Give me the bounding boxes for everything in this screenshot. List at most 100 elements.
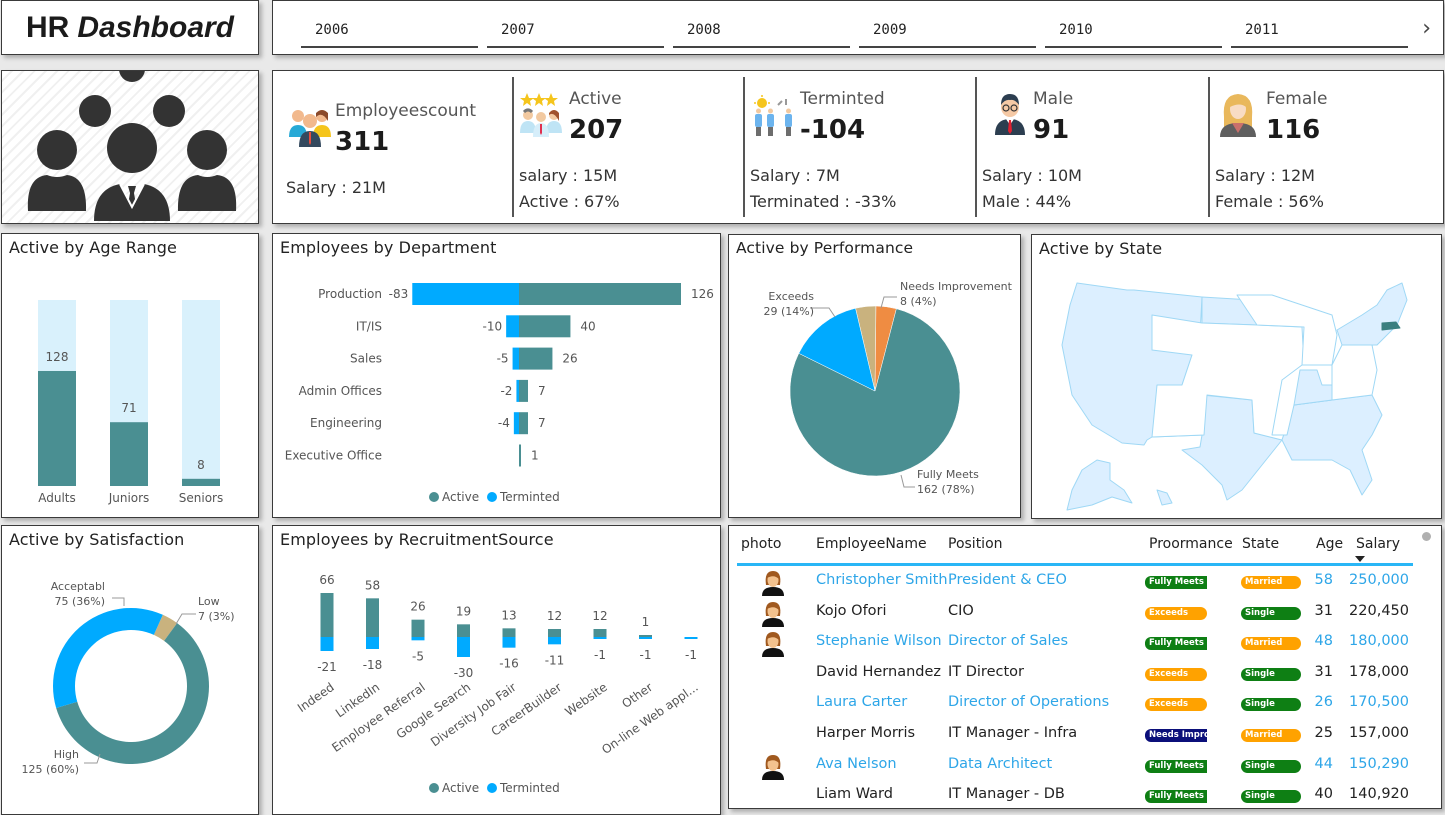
map-region-hawaii[interactable] bbox=[1156, 489, 1173, 506]
table-row[interactable]: Stephanie Wilson Director of Sales Fully M… bbox=[729, 627, 1429, 658]
column-header-age[interactable]: Age bbox=[1316, 536, 1344, 552]
slice-acceptable[interactable] bbox=[52, 608, 163, 708]
employee-name[interactable]: Kojo Ofori bbox=[816, 602, 887, 619]
column-header-name[interactable]: EmployeeName bbox=[816, 536, 927, 552]
map-state-massachusetts[interactable] bbox=[1381, 321, 1401, 331]
leader-line bbox=[810, 307, 836, 318]
bar-terminated[interactable] bbox=[684, 637, 698, 639]
bar-active[interactable] bbox=[593, 629, 607, 637]
bar-active[interactable] bbox=[519, 347, 553, 370]
table-row[interactable]: David Hernandez IT Director Exceeds Single 3… bbox=[729, 658, 1429, 688]
bar-terminated[interactable] bbox=[516, 379, 519, 402]
employee-name[interactable]: Laura Carter bbox=[816, 694, 908, 711]
kpi-label: Male bbox=[1033, 89, 1074, 109]
bar-seniors[interactable] bbox=[182, 478, 220, 486]
employee-name[interactable]: Stephanie Wilson bbox=[816, 633, 942, 650]
kpi-percent: Male : 44% bbox=[982, 192, 1072, 211]
data-label: -21 bbox=[317, 660, 337, 674]
slice-label: Fully Meets bbox=[917, 468, 979, 481]
leader-line bbox=[880, 296, 897, 309]
bar-active[interactable] bbox=[519, 444, 521, 467]
employee-salary: 220,450 bbox=[1349, 602, 1409, 619]
table-row[interactable]: Christopher Smith President & CEO Fully Me… bbox=[729, 566, 1429, 596]
bar-active[interactable] bbox=[548, 629, 561, 637]
year-tab-2006[interactable]: 2006 bbox=[301, 19, 478, 48]
map-region-indiana-kentucky[interactable] bbox=[1293, 369, 1333, 406]
table-row[interactable]: Ava Nelson Data Architect Fully Meets Singl… bbox=[729, 750, 1429, 780]
map-region-great-lakes[interactable] bbox=[1236, 294, 1338, 366]
bar-terminated[interactable] bbox=[366, 637, 379, 649]
bar-terminated[interactable] bbox=[320, 637, 334, 651]
bar-active[interactable] bbox=[320, 593, 334, 637]
data-label: 58 bbox=[365, 578, 380, 592]
year-tab-2011[interactable]: 2011 bbox=[1231, 19, 1408, 48]
legend-terminated[interactable]: Terminted bbox=[499, 490, 560, 504]
slice-low[interactable] bbox=[153, 614, 178, 641]
slice-fully-meets[interactable] bbox=[789, 308, 961, 477]
bar-terminated[interactable] bbox=[639, 637, 652, 639]
performance-badge: Needs Impro bbox=[1145, 729, 1207, 742]
bar-active[interactable] bbox=[519, 283, 681, 305]
legend-terminated[interactable]: Terminted bbox=[499, 781, 560, 795]
column-header-state[interactable]: State bbox=[1242, 536, 1280, 552]
performance-badge: Fully Meets bbox=[1145, 576, 1207, 589]
bar-terminated[interactable] bbox=[411, 637, 425, 641]
bar-active[interactable] bbox=[457, 624, 470, 637]
legend-active[interactable]: Active bbox=[442, 781, 479, 795]
table-row[interactable]: Laura Carter Director of Operations Exceed… bbox=[729, 688, 1429, 718]
bar-terminated[interactable] bbox=[513, 412, 519, 435]
employee-name[interactable]: Harper Morris bbox=[816, 725, 916, 741]
map-region-southeast[interactable] bbox=[1281, 394, 1383, 496]
table-row[interactable]: Liam Ward IT Manager - DB Fully Meets Singl… bbox=[729, 780, 1429, 808]
bar-active[interactable] bbox=[502, 628, 516, 637]
bar-active[interactable] bbox=[366, 598, 379, 637]
bar-active[interactable] bbox=[639, 635, 652, 637]
data-label: -5 bbox=[497, 352, 509, 366]
map-region-northeast[interactable] bbox=[1336, 282, 1408, 346]
year-tab-2008[interactable]: 2008 bbox=[673, 19, 850, 48]
bar-active[interactable] bbox=[519, 412, 528, 435]
chevron-right-icon[interactable]: › bbox=[1422, 16, 1431, 41]
table-row[interactable]: Kojo Ofori CIO Exceeds Single 31 220,450 bbox=[729, 597, 1429, 627]
table-row[interactable]: Harper Morris IT Manager - Infra Needs Imp… bbox=[729, 719, 1429, 749]
legend-active[interactable]: Active bbox=[442, 490, 479, 504]
bar-adults[interactable] bbox=[38, 370, 76, 486]
column-header-salary[interactable]: Salary bbox=[1356, 536, 1400, 552]
data-label: -83 bbox=[389, 287, 409, 301]
column-header-photo[interactable]: photo bbox=[741, 536, 782, 552]
bar-terminated[interactable] bbox=[502, 637, 516, 648]
year-tab-2009[interactable]: 2009 bbox=[859, 19, 1036, 48]
kpi-percent: Active : 67% bbox=[519, 192, 620, 211]
employee-name[interactable]: David Hernandez bbox=[816, 663, 942, 680]
bar-active[interactable] bbox=[519, 315, 571, 338]
bar-juniors[interactable] bbox=[110, 422, 148, 486]
map-region-midatlantic[interactable] bbox=[1331, 344, 1378, 401]
column-header-performance[interactable]: Proormance bbox=[1149, 536, 1233, 552]
bar-terminated[interactable] bbox=[506, 315, 519, 338]
slice-label: Low bbox=[198, 595, 220, 608]
bar-active[interactable] bbox=[519, 379, 528, 402]
sort-desc-icon[interactable] bbox=[1355, 556, 1365, 562]
header-divider bbox=[737, 563, 1413, 566]
bar-terminated[interactable] bbox=[548, 637, 561, 645]
marital-state-badge: Single bbox=[1241, 667, 1301, 681]
map-region-alaska[interactable] bbox=[1066, 459, 1133, 511]
slice-exceeds[interactable] bbox=[798, 307, 876, 392]
bar-terminated[interactable] bbox=[457, 637, 470, 657]
active-by-state-map: Active by State bbox=[1031, 234, 1442, 519]
scrollbar-thumb[interactable] bbox=[1422, 532, 1431, 541]
bar-terminated[interactable] bbox=[593, 637, 607, 639]
bar-active[interactable] bbox=[411, 619, 425, 637]
year-tab-2010[interactable]: 2010 bbox=[1045, 19, 1222, 48]
slice-high[interactable] bbox=[56, 623, 209, 764]
kpi-salary: Salary : 12M bbox=[1215, 166, 1315, 185]
employee-name[interactable]: Liam Ward bbox=[816, 786, 893, 803]
column-header-position[interactable]: Position bbox=[948, 536, 1003, 552]
employee-salary: 150,290 bbox=[1349, 755, 1409, 772]
employee-photo-icon bbox=[762, 601, 784, 627]
bar-terminated[interactable] bbox=[512, 347, 519, 370]
year-tab-2007[interactable]: 2007 bbox=[487, 19, 664, 48]
employee-name[interactable]: Ava Nelson bbox=[816, 755, 897, 772]
employee-name[interactable]: Christopher Smith bbox=[816, 572, 948, 588]
bar-terminated[interactable] bbox=[412, 283, 519, 305]
